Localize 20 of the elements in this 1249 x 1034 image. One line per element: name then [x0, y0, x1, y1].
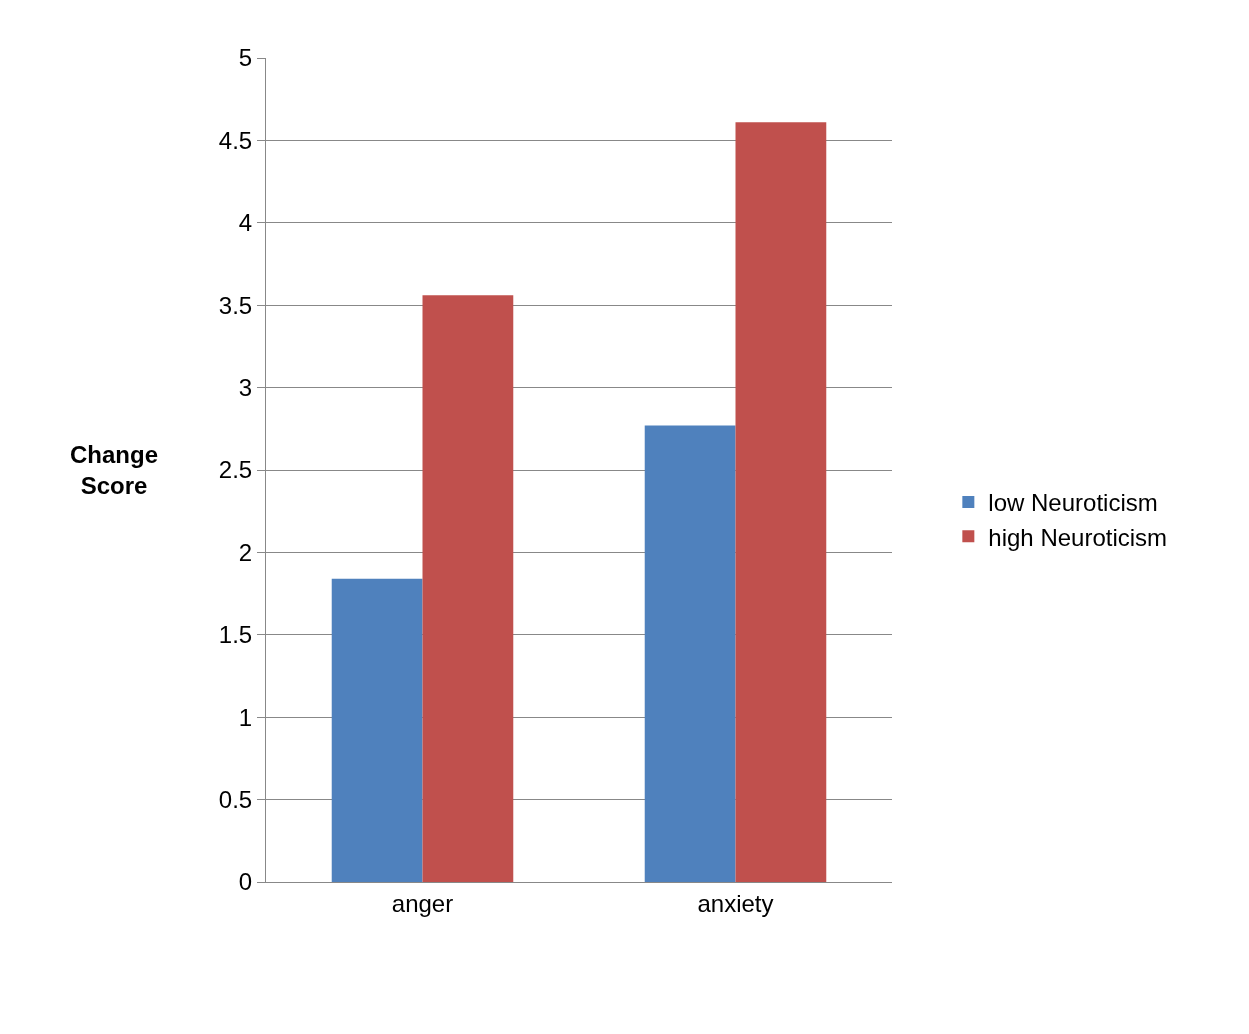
y-tick-label: 2 [238, 538, 253, 566]
legend-label: low Neuroticism [988, 489, 1158, 517]
y-tick-label: 2.5 [218, 456, 253, 484]
y-tick-label: 0.5 [218, 786, 253, 813]
y-axis-title: Change Score [70, 441, 159, 500]
y-tick-label: 3 [238, 374, 253, 401]
y-tick-label: 1.5 [218, 621, 253, 649]
x-tick-label: anger [391, 889, 454, 917]
y-tick-label: 5 [238, 44, 253, 72]
y-tick-label: 4 [238, 209, 253, 237]
y-tick-label: 1 [238, 703, 253, 731]
x-tick-label: anxiety [697, 889, 774, 917]
y-tick-label: 3.5 [218, 291, 253, 319]
bar [735, 122, 827, 882]
y-tick-label: 4.5 [218, 126, 253, 154]
y-tick-label: 0 [238, 868, 253, 896]
bar [644, 425, 736, 882]
bar [422, 295, 514, 882]
bar [331, 578, 423, 882]
legend-label: high Neuroticism [988, 523, 1168, 551]
